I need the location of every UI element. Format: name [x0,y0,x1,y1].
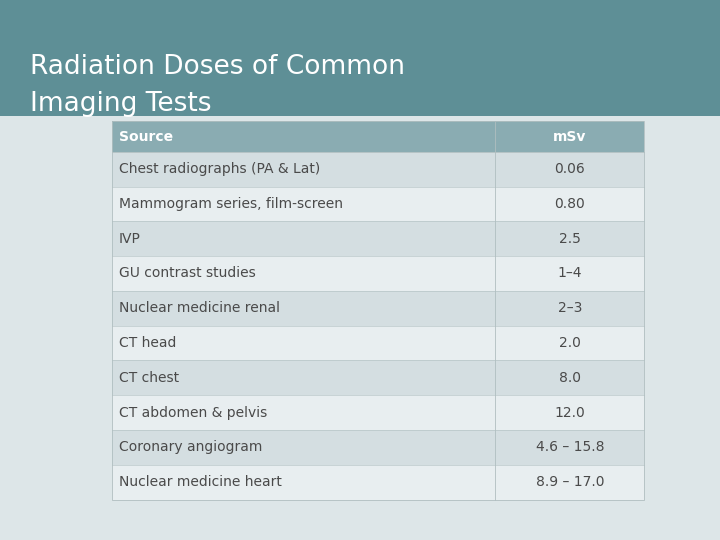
Text: Source: Source [119,130,173,144]
Text: IVP: IVP [119,232,140,246]
Text: 0.06: 0.06 [554,162,585,176]
Text: 0.80: 0.80 [554,197,585,211]
Text: 1–4: 1–4 [557,266,582,280]
Text: GU contrast studies: GU contrast studies [119,266,256,280]
Text: Imaging Tests: Imaging Tests [30,91,212,117]
Text: CT abdomen & pelvis: CT abdomen & pelvis [119,406,267,420]
Text: Chest radiographs (PA & Lat): Chest radiographs (PA & Lat) [119,162,320,176]
Text: CT chest: CT chest [119,371,179,385]
Text: Nuclear medicine heart: Nuclear medicine heart [119,475,282,489]
Text: 2.5: 2.5 [559,232,581,246]
Text: Radiation Doses of Common: Radiation Doses of Common [30,55,405,80]
Text: 2–3: 2–3 [557,301,582,315]
Text: 4.6 – 15.8: 4.6 – 15.8 [536,440,604,454]
Text: 8.0: 8.0 [559,371,581,385]
Text: Mammogram series, film-screen: Mammogram series, film-screen [119,197,343,211]
Text: CT head: CT head [119,336,176,350]
Text: 8.9 – 17.0: 8.9 – 17.0 [536,475,604,489]
Text: 2.0: 2.0 [559,336,581,350]
Text: Coronary angiogram: Coronary angiogram [119,440,262,454]
Text: Nuclear medicine renal: Nuclear medicine renal [119,301,280,315]
Text: 12.0: 12.0 [554,406,585,420]
Text: mSv: mSv [553,130,587,144]
